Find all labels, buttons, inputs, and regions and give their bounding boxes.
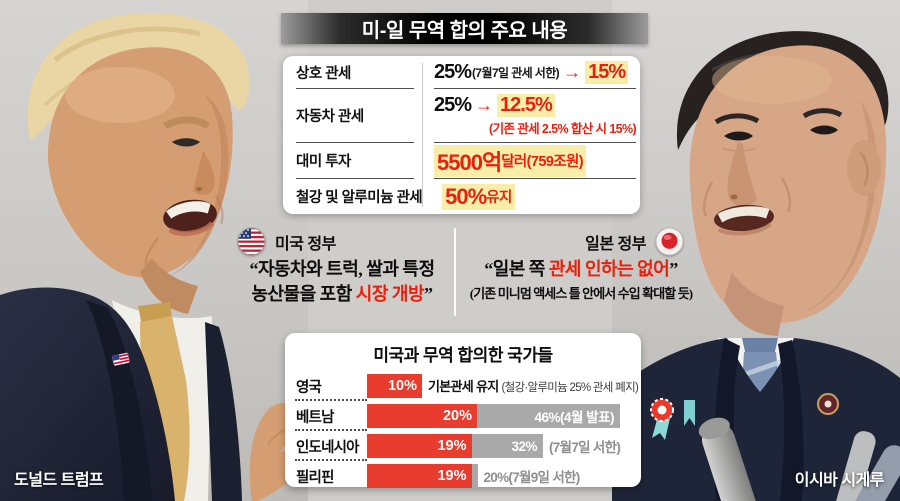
us-quote: “자동차와 트럭, 쌀과 특정 농산물을 포함 시장 개방” <box>249 259 435 304</box>
ribbon-pin-icon <box>684 400 695 426</box>
chart-title: 미국과 무역 합의한 국가들 <box>373 346 553 365</box>
row-label: 자동차 관세 <box>296 89 414 143</box>
japan-quote-highlight: 관세 인하는 없어 <box>548 259 670 279</box>
title-bar: 미-일 무역 합의 주요 내용 <box>281 13 648 44</box>
country-label: 베트남 <box>296 409 334 426</box>
chart-row-vietnam: 베트남 20% 46%(4월 발표) <box>285 401 641 431</box>
old-rate-bar: 32% <box>471 434 543 458</box>
dotted-divider <box>295 459 367 461</box>
japan-government-header: 일본 정부 <box>470 227 684 256</box>
parliament-pin-icon <box>817 393 839 415</box>
before-rate: 25% <box>434 94 472 116</box>
bar-note: (7월7일 서한) <box>549 439 621 455</box>
quote-divider <box>454 228 456 316</box>
new-rate-bar: 10% <box>367 374 422 398</box>
after-rate: 15% <box>585 60 629 84</box>
country-label: 영국 <box>296 379 322 396</box>
caption-ishiba: 이시바 시게루 <box>794 472 885 489</box>
table-row-steel-tariff: 철강 및 알루미늄 관세 50% 유지 <box>283 179 648 214</box>
chart-row-uk: 영국 10% 기본관세 유지 (철강·알루미늄 25% 관세 폐지) <box>285 371 641 401</box>
new-rate-bar: 19% <box>367 464 472 488</box>
trump-flag-pin-icon <box>112 352 130 366</box>
old-rate-bar: 46%(4월 발표) <box>477 404 620 428</box>
microphone-icon <box>698 417 756 501</box>
before-note: (7월7일 관세 서한) <box>472 65 560 80</box>
ishiba-photo <box>612 0 900 501</box>
country-label: 필리핀 <box>296 469 334 486</box>
row-label: 대미 투자 <box>296 143 414 179</box>
value-big: 50% <box>445 183 487 209</box>
arrow-icon: → <box>475 95 494 115</box>
ishiba-portrait-illustration <box>612 0 900 501</box>
page-title: 미-일 무역 합의 주요 내용 <box>361 20 568 42</box>
caption-trump: 도널드 트럼프 <box>14 472 104 489</box>
us-government-header: 미국 정부 <box>237 227 336 256</box>
japan-flag-icon <box>655 227 684 256</box>
before-rate: 25% <box>434 60 472 83</box>
row-note: (기존 관세 2.5% 합산 시 15%) <box>489 122 637 136</box>
table-row-auto-tariff: 자동차 관세 25% → 12.5% (기존 관세 2.5% 합산 시 15%) <box>283 89 648 143</box>
bar-note: 20%(7월9일 서한) <box>483 469 581 485</box>
old-rate-bar <box>471 464 478 488</box>
chart-row-indonesia: 인도네시아 19% 32% (7월7일 서한) <box>285 431 641 461</box>
row-label: 상호 관세 <box>296 56 414 89</box>
after-rate: 12.5% <box>497 94 555 117</box>
new-rate-bar: 19% <box>367 434 472 458</box>
row-label: 철강 및 알루미늄 관세 <box>296 190 423 206</box>
value-small: 유지 <box>486 190 512 206</box>
table-row-mutual-tariff: 상호 관세 25% (7월7일 관세 서한) → 15% <box>283 56 648 89</box>
table-row-investment: 대미 투자 5500억 달러(759조원) <box>283 143 648 179</box>
japan-quote: “일본 쪽 관세 인하는 없어” (기존 미니멈 액세스 틀 안에서 수입 확대… <box>458 257 704 303</box>
rosette-pin-icon <box>650 398 674 440</box>
us-quote-highlight: 시장 개방 <box>355 283 425 304</box>
arrow-icon: → <box>563 61 582 82</box>
us-government-label: 미국 정부 <box>275 235 336 253</box>
value-small: 달러(759조원) <box>501 154 583 170</box>
table-vertical-divider <box>422 63 423 207</box>
dotted-divider <box>295 399 367 401</box>
new-rate-bar: 20% <box>367 404 477 428</box>
japan-government-label: 일본 정부 <box>585 235 646 253</box>
deal-table-panel: 상호 관세 25% (7월7일 관세 서한) → 15% 자동차 관세 25% →… <box>283 56 640 214</box>
japan-quote-subnote: (기존 미니멈 액세스 틀 안에서 수입 확대할 듯) <box>469 285 693 301</box>
us-flag-icon <box>237 227 266 256</box>
value-big: 5500억 <box>437 149 502 175</box>
trade-deals-chart-panel: 미국과 무역 합의한 국가들 영국 10% 기본관세 유지 (철강·알루미늄 25… <box>285 333 641 488</box>
dotted-divider <box>295 429 367 431</box>
chart-row-philippines: 필리핀 19% 20%(7월9일 서한) <box>285 461 641 491</box>
bar-note: 기본관세 유지 (철강·알루미늄 25% 관세 폐지) <box>428 379 639 394</box>
country-label: 인도네시아 <box>296 439 360 456</box>
